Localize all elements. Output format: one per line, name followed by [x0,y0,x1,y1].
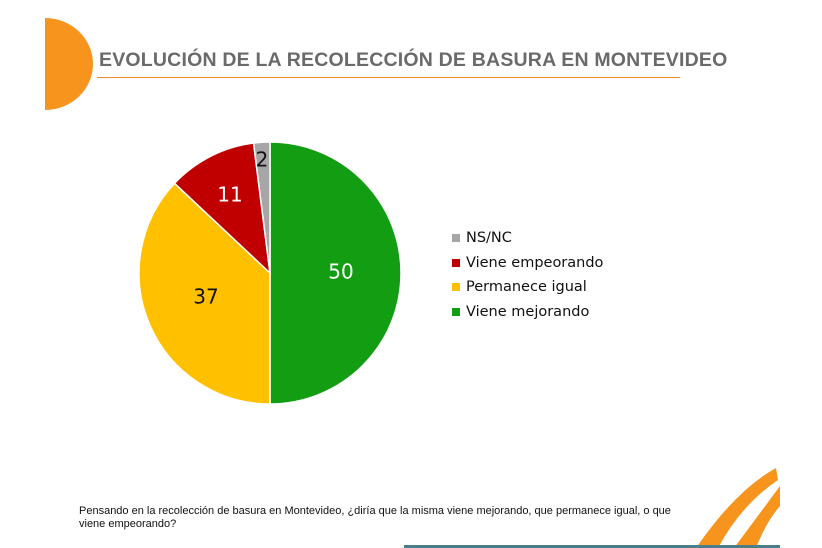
data-label-permanece-igual: 37 [193,285,218,309]
pie-slice-viene-empeorando [173,142,272,275]
orange-circle-decoration [45,18,93,110]
legend-swatch [452,283,460,292]
chart-legend: NS/NC Viene empeorando Permanece igual Vien… [452,226,603,324]
legend-item: Permanece igual [452,275,603,300]
legend-label: Viene mejorando [466,303,590,320]
legend-label: Permanece igual [466,279,587,296]
legend-label: NS/NC [466,230,512,247]
legend-swatch [452,307,460,316]
legend-item: Viene mejorando [452,300,603,325]
pie-slice-viene-mejorando [269,141,402,405]
legend-label: Viene empeorando [466,254,604,271]
data-label-viene-mejorando: 50 [328,260,353,284]
pie-slice-permanece-igual [138,182,271,405]
question-footnote: Pensando en la recolección de basura en … [79,505,671,530]
pie-slice-ns-nc [252,141,271,274]
legend-swatch [452,258,460,267]
page-title: EVOLUCIÓN DE LA RECOLECCIÓN DE BASURA EN… [99,49,728,71]
orange-swoosh-decoration [696,468,780,548]
legend-item: NS/NC [452,226,603,251]
title-underline [97,77,680,78]
data-label-ns-nc: 2 [256,148,269,172]
data-label-viene-empeorando: 11 [217,183,242,207]
bottom-rule [404,545,780,548]
legend-swatch [452,234,460,243]
legend-item: Viene empeorando [452,251,603,276]
